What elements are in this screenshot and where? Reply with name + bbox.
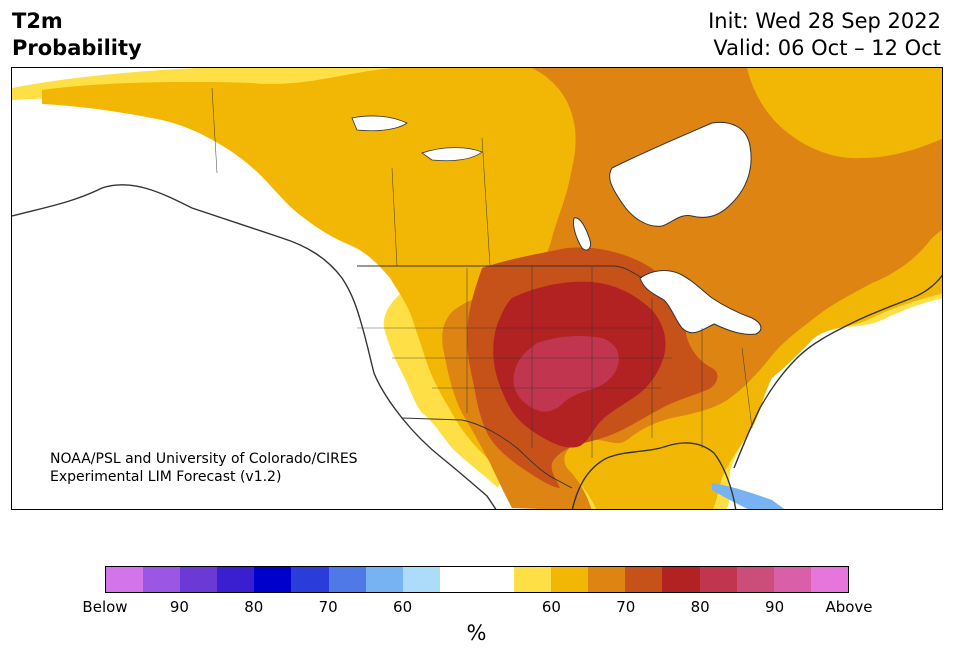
colorbar-segment (625, 567, 663, 592)
colorbar-segment (699, 567, 737, 592)
zone-50-west (12, 103, 441, 415)
chart-title: T2m Probability (12, 8, 142, 62)
colorbar-segment (551, 567, 589, 592)
colorbar-unit-label: % (466, 621, 487, 645)
colorbar-segment (402, 567, 440, 592)
colorbar-tick-label: 80 (244, 598, 264, 616)
colorbar-segment (439, 567, 477, 592)
map-panel: NOAA/PSL and University of Colorado/CIRE… (11, 67, 943, 510)
pacific-coastline (12, 184, 497, 509)
great-bear-lake (421, 147, 483, 162)
credit-text: NOAA/PSL and University of Colorado/CIRE… (50, 450, 358, 486)
state-lines (211, 87, 753, 458)
colorbar-segment (217, 567, 255, 592)
colorbar-segment (736, 567, 774, 592)
colorbar-tick-label: Below (82, 598, 128, 616)
colorbar-tick-label: 90 (765, 598, 785, 616)
great-lakes (639, 270, 762, 335)
title-line-1: T2m (12, 9, 63, 33)
colorbar-tick-label: 70 (616, 598, 636, 616)
colorbar-segment (328, 567, 366, 592)
colorbar-segment (588, 567, 626, 592)
colorbar-ticks: Below 90 80 70 60 60 70 80 90 Above (0, 598, 953, 618)
colorbar-segment (143, 567, 181, 592)
forecast-dates: Init: Wed 28 Sep 2022 Valid: 06 Oct – 12… (708, 8, 941, 62)
title-line-2: Probability (12, 36, 142, 60)
zone-85 (513, 335, 619, 412)
colorbar-tick-label: 90 (169, 598, 189, 616)
colorbar-tick-label: 80 (690, 598, 710, 616)
us-mexico-border (401, 417, 573, 489)
colorbar-segment (180, 567, 218, 592)
valid-range: Valid: 06 Oct – 12 Oct (713, 36, 941, 60)
colorbar-tick-label: 60 (393, 598, 413, 616)
gulf-coastline (571, 442, 737, 509)
colorbar-segment (106, 567, 144, 592)
colorbar-segment (514, 567, 552, 592)
zone-below-60 (712, 483, 785, 509)
colorbar-segment (254, 567, 292, 592)
us-canada-border (357, 265, 643, 279)
credit-line-1: NOAA/PSL and University of Colorado/CIRE… (50, 451, 358, 467)
hudson-bay (609, 121, 752, 227)
colorbar-tick-label: Above (825, 598, 873, 616)
credit-line-2: Experimental LIM Forecast (v1.2) (50, 469, 282, 485)
colorbar-segment (476, 567, 515, 592)
colorbar-segment (662, 567, 700, 592)
colorbar-segment (365, 567, 403, 592)
colorbar-tick-label: 60 (541, 598, 561, 616)
probability-map (12, 68, 942, 509)
atlantic-coastline (733, 274, 942, 469)
lake-winnipeg (573, 217, 591, 251)
great-slave-lake (351, 115, 408, 132)
colorbar-tick-label: 70 (318, 598, 338, 616)
colorbar (105, 566, 849, 593)
colorbar-segment (291, 567, 329, 592)
init-date: Init: Wed 28 Sep 2022 (708, 9, 941, 33)
colorbar-segment (810, 567, 848, 592)
colorbar-segment (773, 567, 811, 592)
